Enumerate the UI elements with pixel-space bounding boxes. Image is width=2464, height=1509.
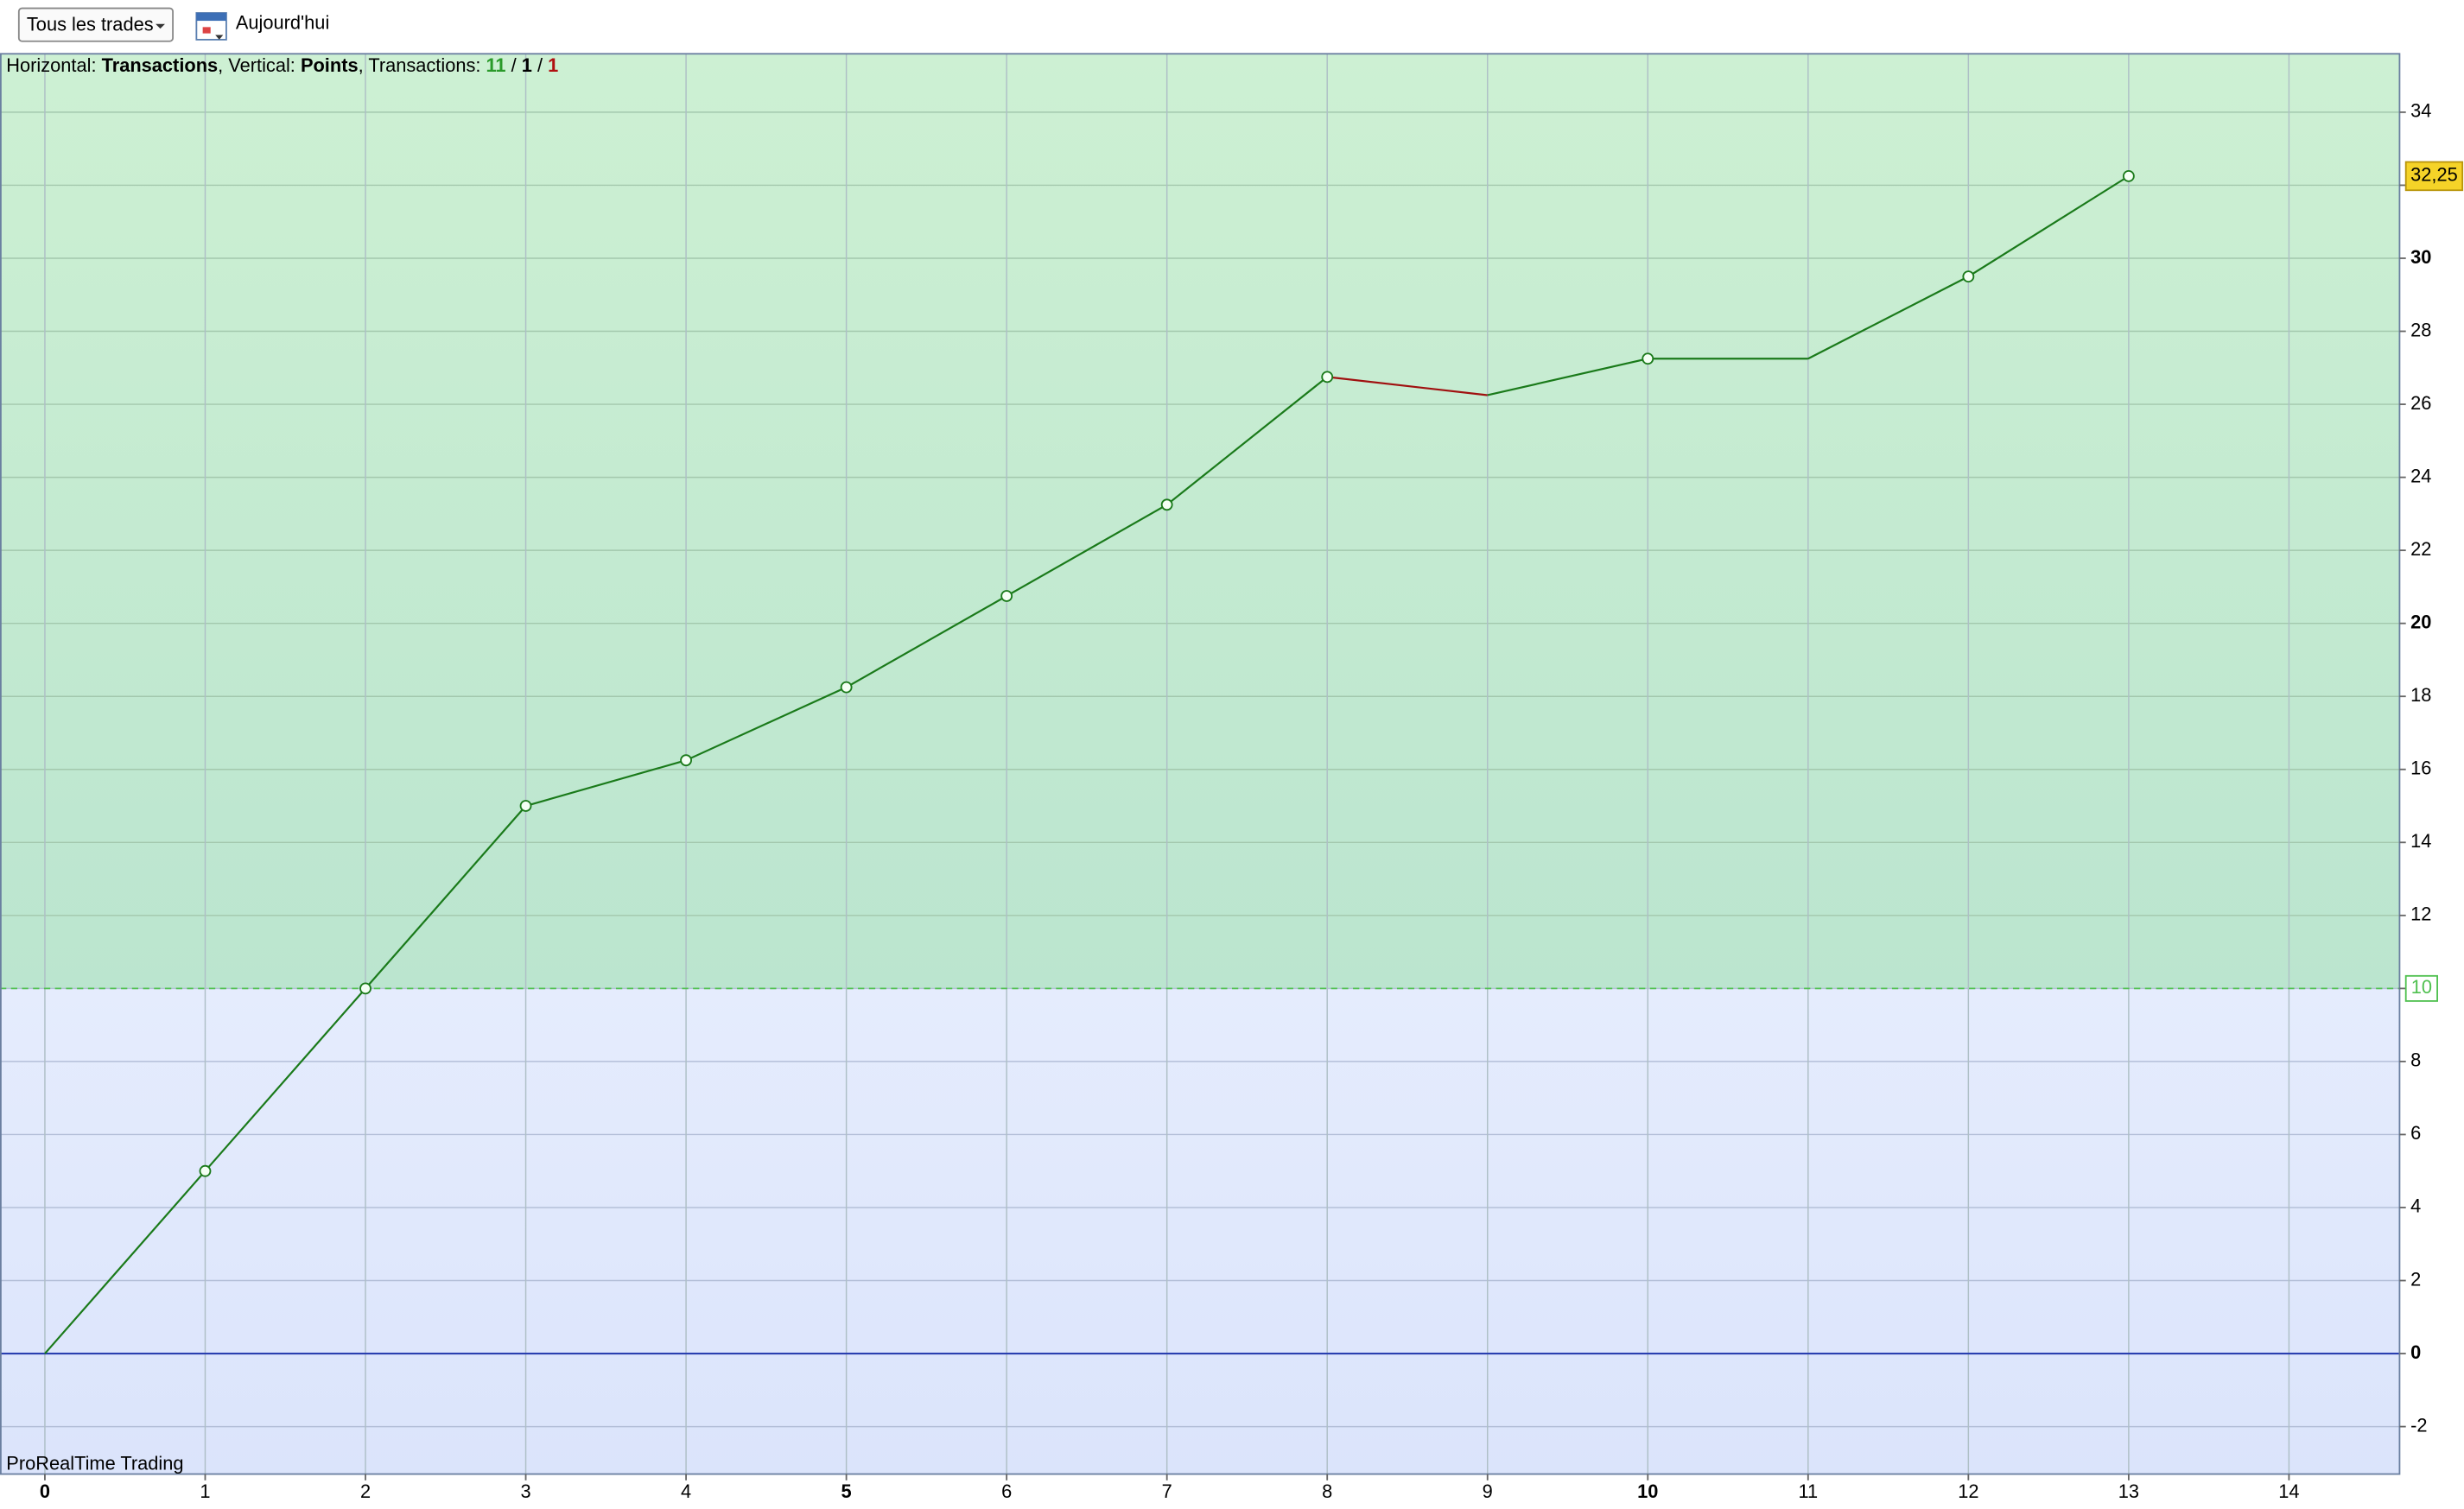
above-threshold-zone [0, 54, 2400, 989]
info-part: Points [301, 54, 359, 76]
trade-marker [840, 681, 853, 694]
x-tick-label: 2 [360, 1480, 371, 1502]
y-tick-label: 6 [2410, 1122, 2421, 1144]
info-header: Horizontal: Transactions, Vertical: Poin… [6, 54, 558, 76]
trade-marker [680, 754, 692, 767]
x-tick-label: 8 [1322, 1480, 1332, 1502]
equity-segment [846, 595, 1007, 688]
equity-segment [204, 987, 366, 1172]
info-part: , Vertical: [218, 54, 301, 76]
threshold-box [2404, 974, 2438, 1002]
calendar-icon[interactable] [195, 12, 227, 41]
trade-marker [1962, 270, 1975, 283]
trade-marker [1160, 498, 1173, 511]
plot-border [0, 53, 2401, 1475]
x-tick-label: 11 [1798, 1480, 1818, 1502]
equity-segment [1487, 358, 1648, 396]
y-tick-label: 12 [2410, 903, 2431, 925]
y-tick-label: 28 [2410, 319, 2431, 340]
x-tick-label: 0 [40, 1480, 50, 1502]
trade-marker [519, 800, 532, 812]
y-tick-label: 16 [2410, 758, 2431, 779]
info-part: / [532, 54, 548, 76]
info-part: Horizontal: [6, 54, 101, 76]
date-label[interactable]: Aujourd'hui [236, 11, 329, 33]
x-tick-label: 1 [200, 1480, 210, 1502]
trade-marker [1000, 590, 1013, 602]
y-tick-label: 0 [2410, 1341, 2421, 1363]
threshold-label: 10 [2411, 976, 2432, 998]
y-tick-label: 26 [2410, 392, 2431, 414]
y-tick-label: 24 [2410, 465, 2431, 486]
y-tick-label: 22 [2410, 538, 2431, 560]
y-tick-label: 18 [2410, 684, 2431, 706]
trade-marker [1321, 371, 1334, 384]
y-tick-label: 4 [2410, 1195, 2421, 1217]
y-tick-label: 8 [2410, 1049, 2421, 1071]
y-tick-label: 2 [2410, 1268, 2421, 1290]
y-tick-label: 20 [2410, 611, 2431, 632]
y-tick-label: 34 [2410, 100, 2431, 122]
x-tick-label: 9 [1483, 1480, 1493, 1502]
x-tick-label: 3 [520, 1480, 530, 1502]
info-part: 1 [522, 54, 532, 76]
trade-marker [2122, 169, 2135, 182]
info-part: / [506, 54, 522, 76]
trade-marker [199, 1164, 212, 1177]
x-tick-label: 7 [1162, 1480, 1172, 1502]
x-tick-label: 5 [841, 1480, 852, 1502]
y-tick-label: 30 [2410, 246, 2431, 268]
last-value-box [2404, 161, 2464, 192]
toolbar: Tous les trades Aujourd'hui [17, 7, 329, 42]
filter-label[interactable]: Tous les trades [27, 13, 154, 35]
filter-button[interactable] [17, 7, 174, 42]
equity-segment [525, 759, 687, 808]
equity-segment [685, 686, 848, 762]
watermark: ProRealTime Trading [6, 1452, 183, 1474]
caret [156, 23, 165, 29]
x-tick-label: 4 [681, 1480, 691, 1502]
x-tick-label: 13 [2118, 1480, 2139, 1502]
equity-segment [365, 805, 527, 990]
trade-marker [359, 982, 372, 995]
equity-segment [44, 1170, 206, 1354]
equity-segment [1327, 376, 1488, 396]
trade-marker [1642, 352, 1654, 365]
y-tick-label: 14 [2410, 830, 2431, 852]
equity-segment [1967, 174, 2130, 278]
info-part: Transactions [102, 54, 219, 76]
x-tick-label: 14 [2278, 1480, 2299, 1502]
x-tick-label: 6 [1001, 1480, 1012, 1502]
info-part: 11 [486, 54, 506, 76]
equity-segment [1006, 504, 1168, 597]
info-part: 1 [548, 54, 558, 76]
x-tick-label: 12 [1958, 1480, 1978, 1502]
equity-segment [1165, 376, 1328, 506]
y-tick-label: -2 [2410, 1414, 2427, 1436]
last-value-label: 32,25 [2410, 164, 2458, 186]
below-threshold-zone [0, 988, 2400, 1474]
info-part: , Transactions: [359, 54, 486, 76]
equity-segment [1807, 276, 1969, 360]
x-tick-label: 10 [1637, 1480, 1658, 1502]
